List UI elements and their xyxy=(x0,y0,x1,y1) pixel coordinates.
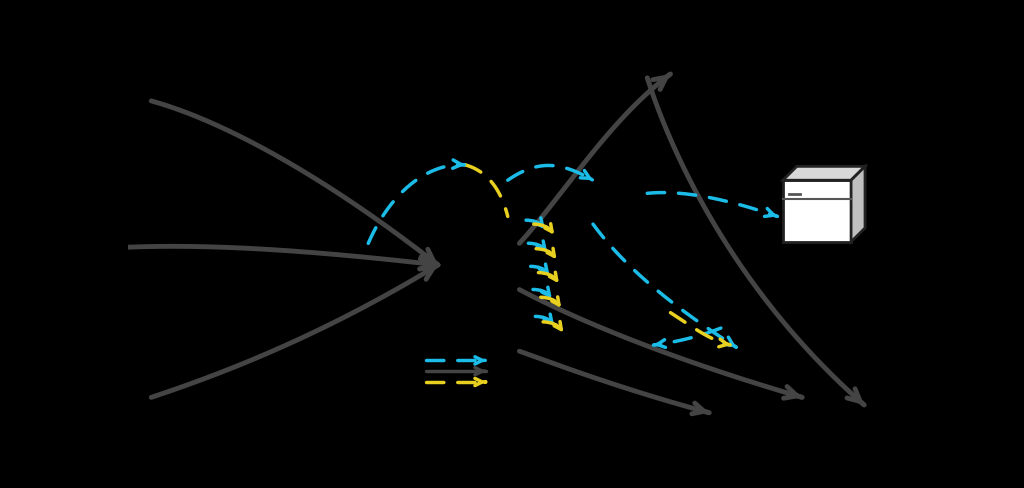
Polygon shape xyxy=(783,166,865,180)
Bar xyxy=(783,180,851,242)
Polygon shape xyxy=(851,166,865,242)
